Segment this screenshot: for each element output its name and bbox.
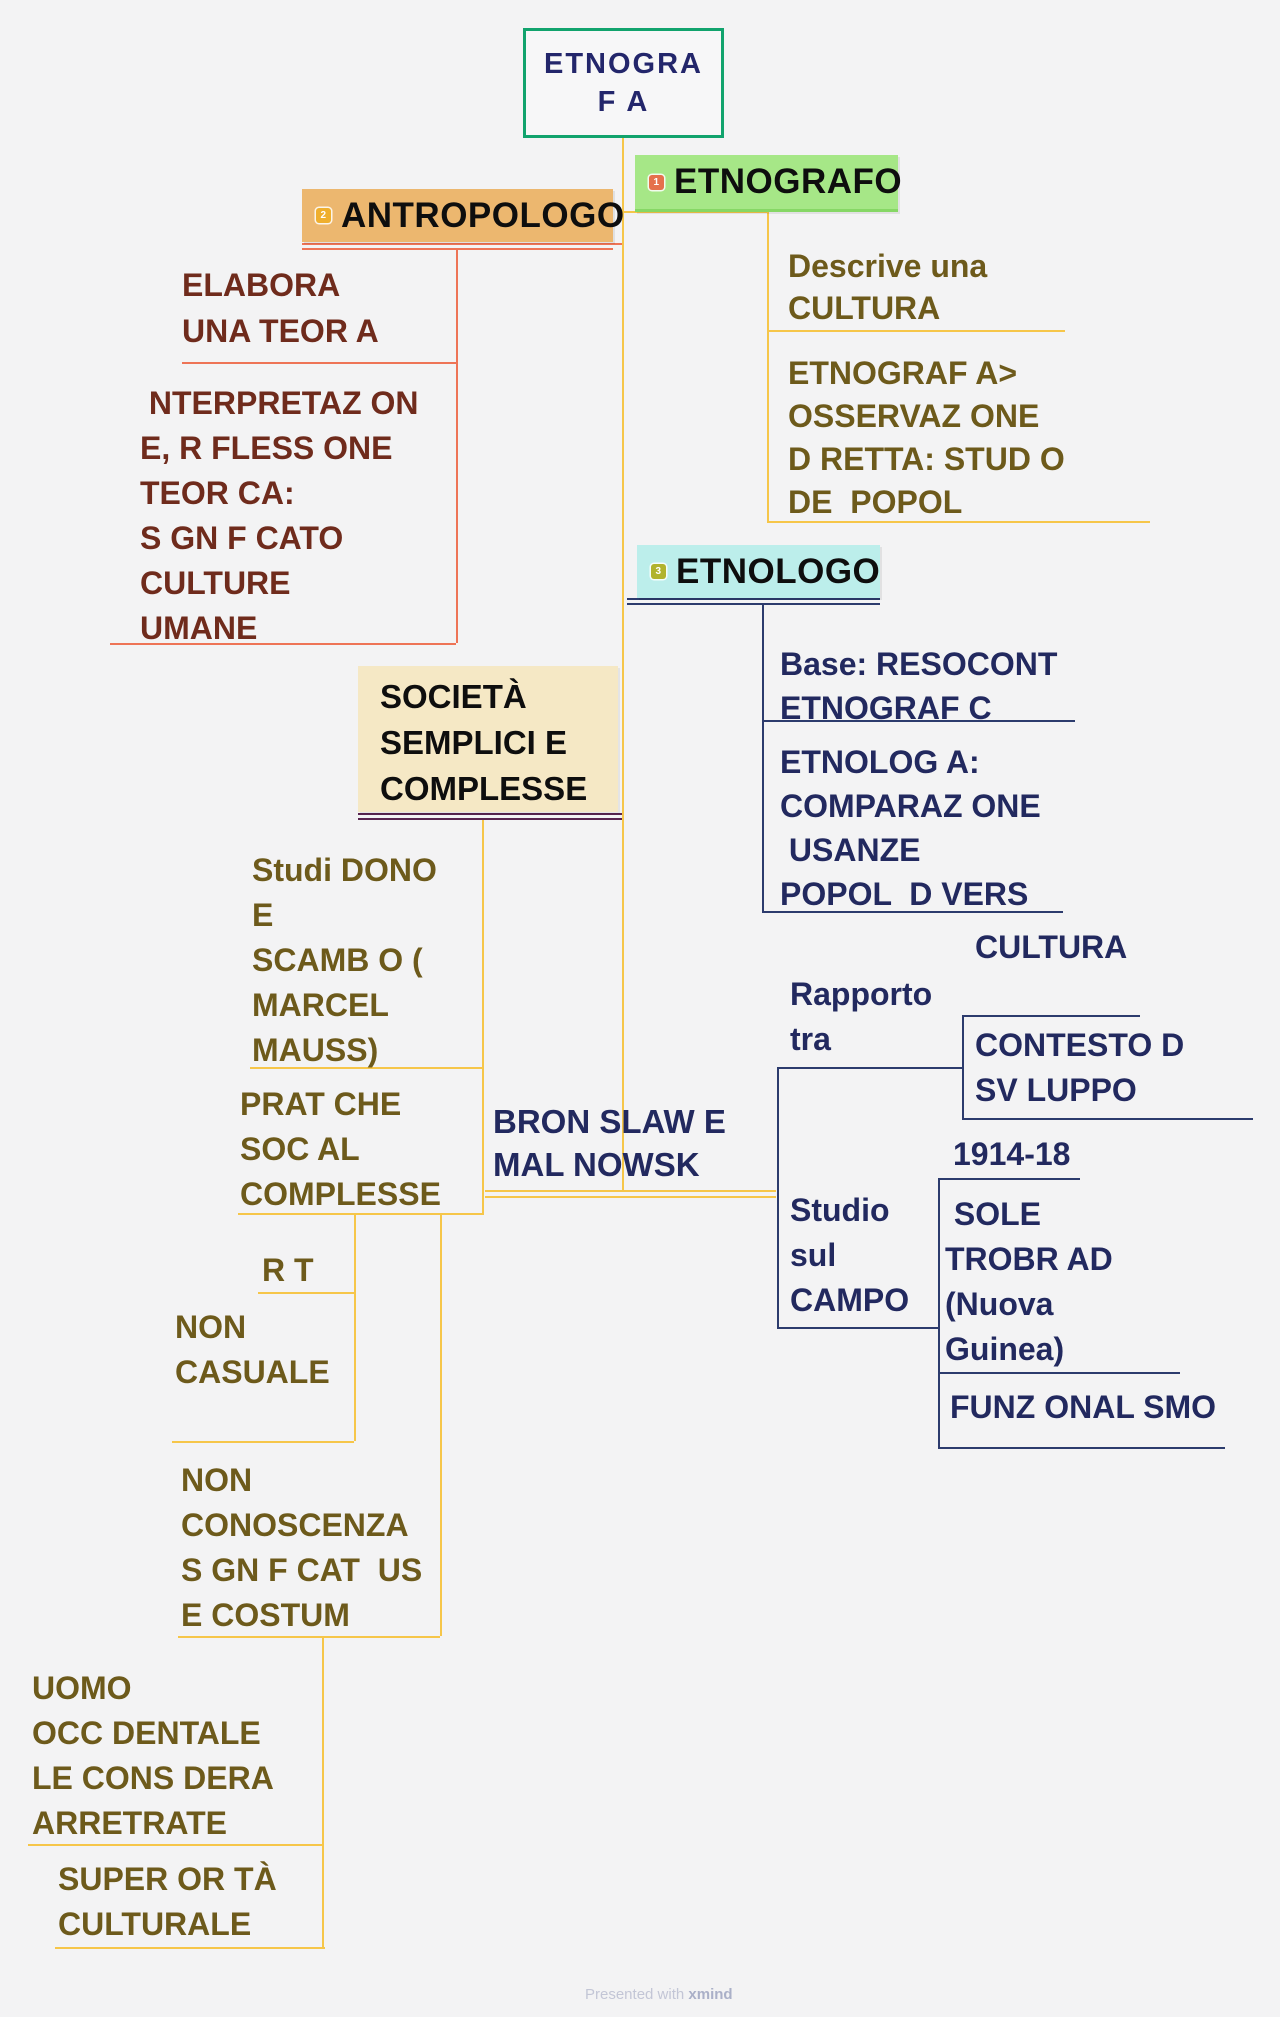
node-non-conoscenza[interactable]: NON CONOSCENZA S GN F CAT US E COSTUM — [181, 1462, 423, 1633]
node-superiorita-culturale[interactable]: SUPER OR TÀ CULTURALE — [58, 1861, 277, 1942]
connector-line — [178, 1636, 440, 1638]
connector-line — [938, 1447, 1225, 1449]
connector-line — [767, 211, 769, 521]
connector-line — [110, 643, 456, 645]
connector-line — [627, 603, 880, 605]
connector-line — [322, 1844, 324, 1947]
node-studio-sul-campo[interactable]: Studio sul CAMPO — [790, 1192, 910, 1318]
node-antropologo[interactable]: 2 ANTROPOLOGO — [302, 189, 624, 242]
connector-line — [938, 1178, 940, 1447]
connector-line — [55, 1947, 325, 1949]
node-base-resoconti[interactable]: Base: RESOCONT ETNOGRAF C — [780, 646, 1058, 726]
connector-line — [440, 1213, 442, 1636]
node-societa-semplici-complesse[interactable]: SOCIETÀ SEMPLICI E COMPLESSE — [358, 666, 618, 812]
connector-line — [358, 818, 622, 820]
connector-line — [485, 1196, 776, 1198]
connector-line — [762, 911, 1063, 913]
connector-line — [456, 248, 458, 643]
node-non-casuale[interactable]: NON CASUALE — [175, 1309, 330, 1390]
connector-line — [762, 603, 764, 911]
connector-line — [962, 1015, 1140, 1017]
connector-line — [482, 818, 484, 1213]
node-label: ANTROPOLOGO — [341, 195, 625, 235]
watermark-brand: xmind — [688, 1986, 733, 2003]
connector-line — [962, 1118, 1253, 1120]
watermark-text: Presented with — [585, 1986, 689, 2003]
connector-line — [172, 1441, 354, 1443]
node-descrive-cultura[interactable]: Descrive una CULTURA — [788, 248, 988, 326]
node-label: ETNOGRAFO — [674, 162, 903, 201]
connector-line — [28, 1844, 322, 1846]
node-label: ETNOLOGO — [676, 551, 881, 591]
node-riti[interactable]: R T — [262, 1252, 314, 1288]
node-comparazione-usanze[interactable]: ETNOLOG A: COMPARAZ ONE USANZE POPOL D V… — [780, 744, 1041, 912]
priority-3-icon: 3 — [651, 564, 666, 579]
connector-line — [962, 1015, 964, 1118]
connector-line — [622, 138, 624, 1192]
connector-line — [777, 1067, 962, 1069]
node-etnologo[interactable]: 3 ETNOLOGO — [637, 545, 880, 598]
node-rapporto-tra[interactable]: Rapporto tra — [790, 976, 933, 1057]
connector-line — [777, 1067, 779, 1327]
node-interpretazione[interactable]: NTERPRETAZ ON E, R FLESS ONE TEOR CA: S … — [140, 385, 419, 646]
node-malinowski[interactable]: BRON SLAW E MAL NOWSK — [493, 1103, 726, 1183]
connector-line — [762, 720, 1075, 722]
connector-line — [767, 521, 1150, 523]
connector-line — [767, 330, 1065, 332]
connector-line — [938, 1372, 1180, 1374]
connector-line — [322, 1636, 324, 1844]
connector-line — [182, 362, 456, 364]
node-elabora-teoria[interactable]: ELABORA UNA TEOR A — [182, 267, 379, 349]
connector-line — [622, 211, 768, 213]
priority-1-icon: 1 — [649, 174, 664, 190]
connector-line — [485, 1190, 776, 1192]
node-periodo-1914-18[interactable]: 1914-18 — [953, 1136, 1071, 1172]
connector-line — [627, 598, 880, 600]
connector-line — [258, 1292, 354, 1294]
node-etnografo[interactable]: 1 ETNOGRAFO — [635, 155, 902, 212]
connector-line — [354, 1213, 356, 1441]
connector-line — [238, 1213, 484, 1215]
priority-2-icon: 2 — [316, 208, 331, 223]
node-studi-dono-scambio[interactable]: Studi DONO E SCAMB O ( MARCEL MAUSS) — [252, 852, 437, 1068]
node-funzionalismo[interactable]: FUNZ ONAL SMO — [950, 1389, 1217, 1425]
connector-line — [777, 1327, 938, 1329]
connector-line — [938, 1178, 1080, 1180]
node-contesto-sviluppo[interactable]: CONTESTO D SV LUPPO — [975, 1027, 1185, 1108]
node-etnografia[interactable]: ETNOGRA F A — [523, 28, 724, 138]
node-cultura[interactable]: CULTURA — [975, 929, 1128, 965]
xmind-watermark: Presented with xmind — [585, 1986, 733, 2003]
connector-line — [250, 1067, 482, 1069]
node-pratiche-sociali[interactable]: PRAT CHE SOC AL COMPLESSE — [240, 1086, 441, 1212]
connector-line — [358, 813, 622, 815]
connector-line — [302, 243, 622, 245]
node-isole-trobriand[interactable]: SOLE TROBR AD (Nuova Guinea) — [945, 1196, 1113, 1367]
node-osservazione-diretta[interactable]: ETNOGRAF A> OSSERVAZ ONE D RETTA: STUD O… — [788, 355, 1065, 520]
node-uomo-occidentale[interactable]: UOMO OCC DENTALE LE CONS DERA ARRETRATE — [32, 1670, 274, 1841]
